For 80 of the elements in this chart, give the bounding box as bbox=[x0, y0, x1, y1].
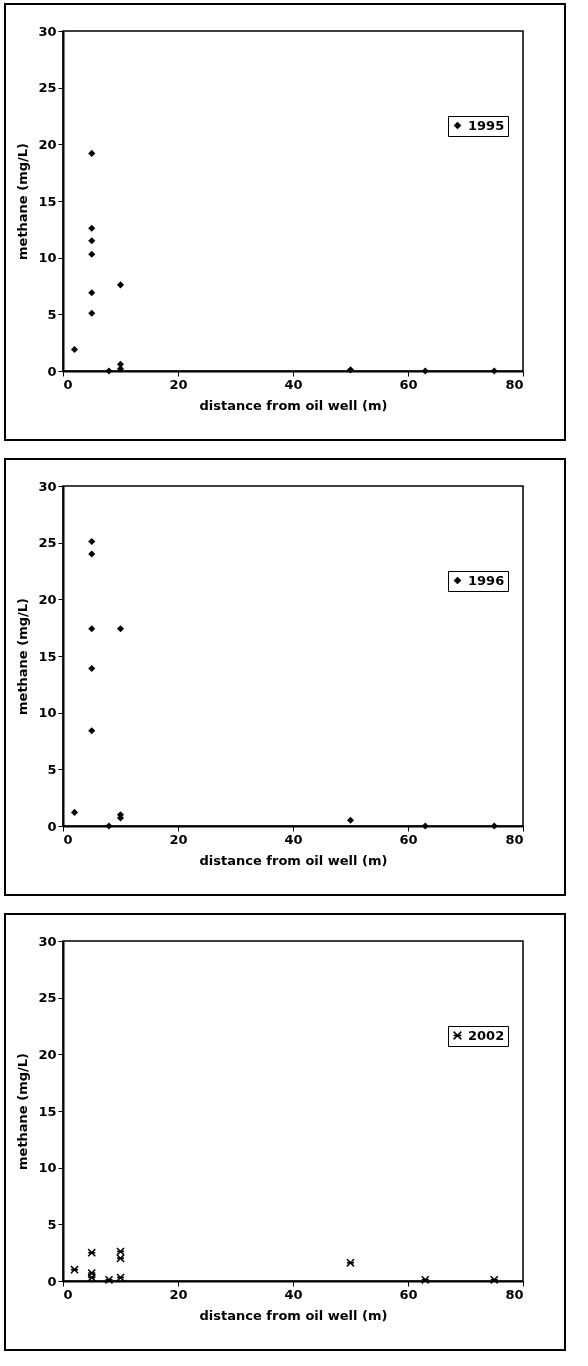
legend-label: 2002 bbox=[468, 1027, 505, 1043]
y-tick-label: 15 bbox=[38, 648, 57, 664]
point bbox=[420, 1275, 430, 1285]
y-tick-label: 30 bbox=[38, 478, 57, 494]
x-axis-title: distance from oil well (m) bbox=[199, 397, 388, 413]
legend-label: 1996 bbox=[468, 572, 505, 588]
x-tick-label: 60 bbox=[399, 376, 418, 392]
point bbox=[88, 289, 96, 297]
y-tick-label: 10 bbox=[38, 250, 57, 266]
point bbox=[346, 816, 355, 824]
x-tick-label: 60 bbox=[399, 831, 418, 847]
point bbox=[105, 822, 113, 830]
x-tick-label: 80 bbox=[505, 1286, 524, 1302]
y-tick-label: 15 bbox=[38, 193, 57, 209]
y-tick-label: 30 bbox=[38, 933, 57, 949]
y-tick-label: 20 bbox=[38, 136, 57, 152]
x-axis-title: distance from oil well (m) bbox=[199, 852, 388, 868]
point bbox=[116, 365, 125, 373]
x-tick-label: 40 bbox=[284, 1286, 303, 1302]
y-tick-label: 5 bbox=[47, 761, 57, 777]
x-tick-label: 20 bbox=[169, 1286, 188, 1302]
point bbox=[116, 1247, 125, 1256]
x-axis-title: distance from oil well (m) bbox=[199, 1307, 388, 1323]
point bbox=[104, 1275, 114, 1285]
point bbox=[490, 367, 498, 375]
point bbox=[88, 538, 96, 546]
y-tick-label: 30 bbox=[38, 23, 57, 39]
x-tick-label: 0 bbox=[63, 376, 73, 392]
y-axis-title: methane (mg/L) bbox=[15, 1053, 31, 1170]
point bbox=[116, 281, 125, 289]
y-tick-label: 5 bbox=[47, 306, 57, 322]
x-tick-label: 40 bbox=[284, 831, 303, 847]
point bbox=[88, 224, 96, 232]
y-axis-title: methane (mg/L) bbox=[15, 143, 31, 260]
x-tick-label: 60 bbox=[399, 1286, 418, 1302]
point bbox=[116, 1273, 125, 1282]
y-tick-label: 5 bbox=[47, 1216, 57, 1232]
y-tick-label: 0 bbox=[47, 818, 57, 834]
legend-label: 1995 bbox=[468, 117, 505, 133]
point bbox=[346, 366, 355, 374]
y-tick-label: 25 bbox=[38, 990, 57, 1006]
y-tick-label: 15 bbox=[38, 1103, 57, 1119]
x-tick-label: 80 bbox=[505, 831, 524, 847]
x-tick-label: 0 bbox=[63, 1286, 73, 1302]
point bbox=[490, 822, 498, 830]
point bbox=[88, 727, 96, 735]
point bbox=[116, 625, 125, 633]
y-tick-label: 25 bbox=[38, 80, 57, 96]
point bbox=[87, 1248, 97, 1257]
point bbox=[88, 237, 96, 245]
point bbox=[70, 1265, 79, 1274]
point bbox=[88, 250, 96, 258]
y-tick-label: 20 bbox=[38, 1046, 57, 1062]
y-axis-title: methane (mg/L) bbox=[15, 598, 31, 715]
point bbox=[88, 625, 96, 633]
point bbox=[70, 345, 79, 353]
point bbox=[87, 1268, 97, 1278]
point bbox=[88, 309, 96, 317]
x-tick-label: 80 bbox=[505, 376, 524, 392]
point bbox=[88, 664, 96, 672]
point bbox=[105, 367, 113, 375]
y-tick-label: 20 bbox=[38, 591, 57, 607]
point bbox=[88, 550, 96, 558]
x-tick-label: 0 bbox=[63, 831, 73, 847]
y-tick-label: 25 bbox=[38, 535, 57, 551]
point bbox=[489, 1275, 499, 1285]
point bbox=[421, 367, 429, 375]
point bbox=[88, 149, 96, 157]
y-tick-label: 0 bbox=[47, 1273, 57, 1289]
y-tick-label: 0 bbox=[47, 363, 57, 379]
point bbox=[346, 1258, 355, 1268]
y-tick-label: 10 bbox=[38, 705, 57, 721]
x-tick-label: 40 bbox=[284, 376, 303, 392]
point bbox=[421, 822, 429, 830]
point bbox=[116, 1254, 125, 1263]
point bbox=[70, 808, 79, 816]
point bbox=[87, 1273, 97, 1282]
y-tick-label: 10 bbox=[38, 1160, 57, 1176]
x-tick-label: 20 bbox=[169, 376, 188, 392]
x-tick-label: 20 bbox=[169, 831, 188, 847]
